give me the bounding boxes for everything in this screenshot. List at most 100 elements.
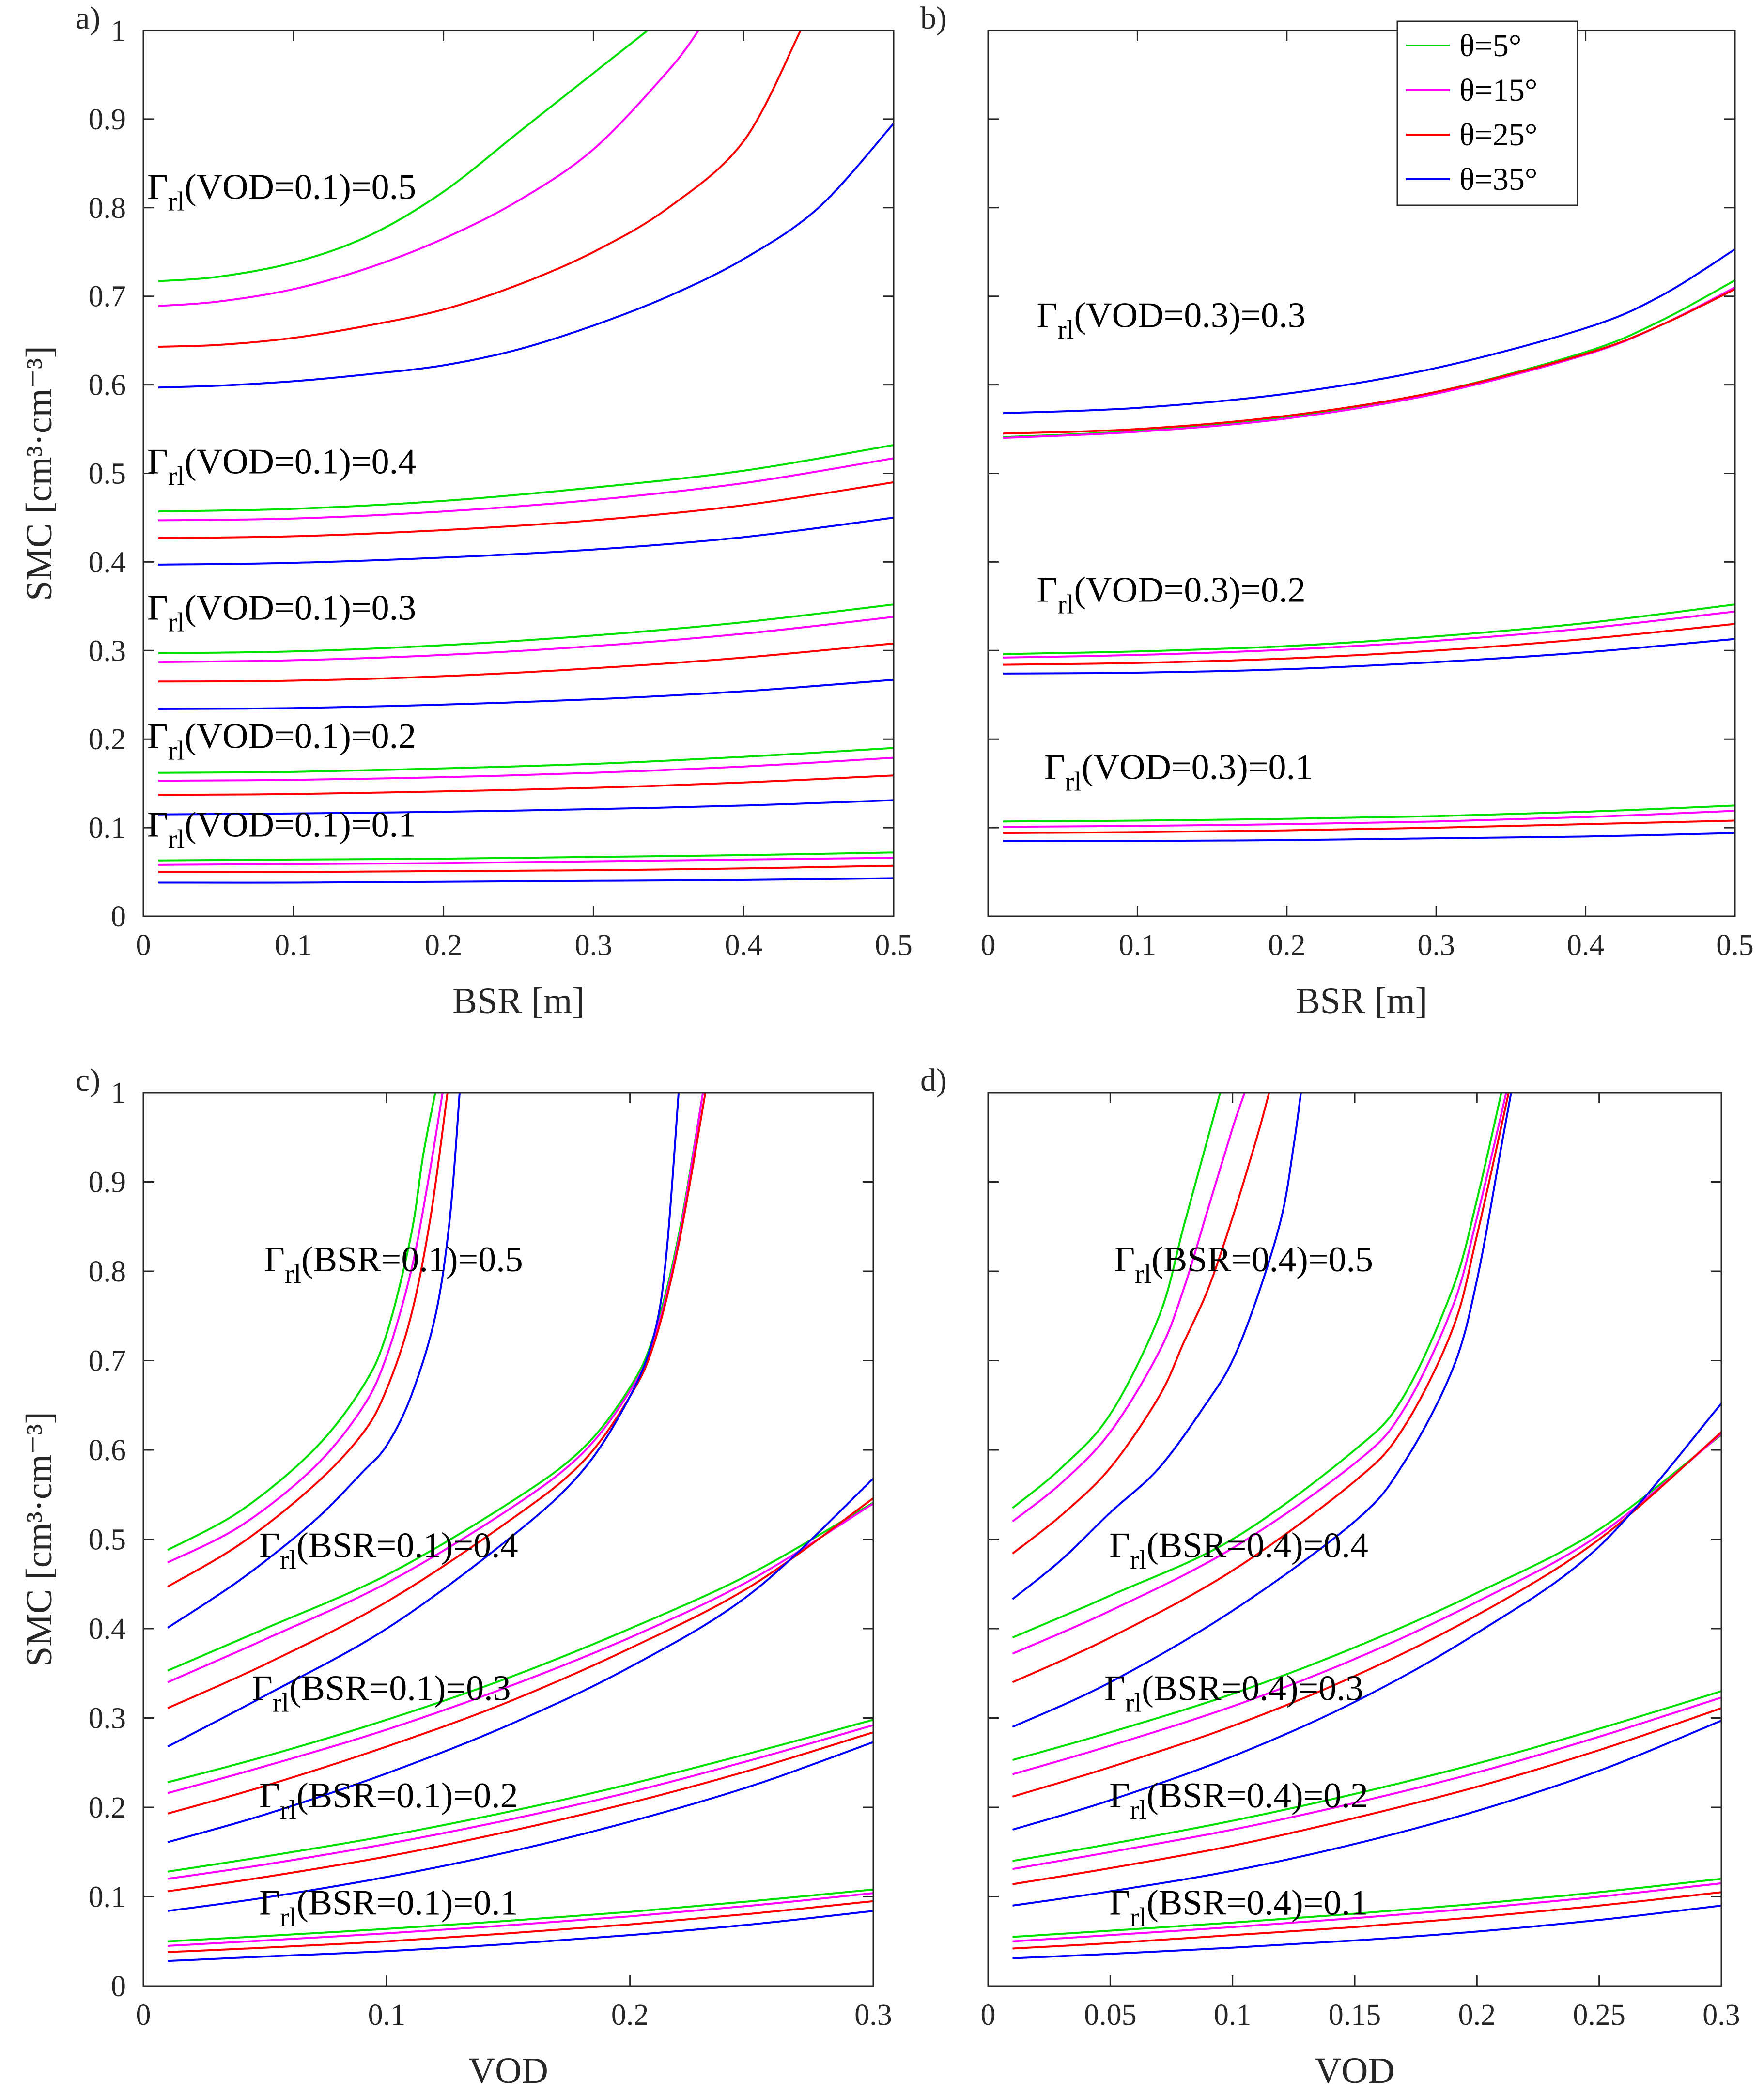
annotation-gamma: Γ	[147, 805, 168, 845]
series-line	[167, 1503, 873, 1794]
annotation-gamma: Γ	[147, 168, 168, 207]
x-tick-label: 0.15	[1329, 1999, 1381, 2032]
x-tick-label: 0	[981, 929, 996, 962]
annotation-gamma: Γ	[1114, 1240, 1135, 1279]
x-tick-label: 0.4	[725, 929, 762, 962]
series-line	[1003, 248, 1735, 415]
series-line	[1012, 1720, 1721, 1907]
x-axis-label: VOD	[468, 2050, 548, 2091]
annotation-subscript: rl	[285, 1259, 301, 1289]
series-line	[158, 799, 894, 816]
annotation-text: (BSR=0.4)=0.2	[1146, 1776, 1368, 1816]
curve-annotation: Γrl(BSR=0.4)=0.5	[1114, 1240, 1373, 1289]
series-line	[167, 1724, 873, 1880]
series-line	[158, 457, 894, 522]
annotation-subscript: rl	[280, 1545, 296, 1575]
curve-annotation: Γrl(BSR=0.1)=0.2	[259, 1776, 518, 1825]
y-tick-label: 0.9	[89, 103, 126, 136]
series-line	[167, 1093, 707, 1710]
panel-1: 0 0.1 0.2 0.3 0.4 0.5 0 0.1 0.2 0.3 0.4 0.5 0.6 0.7 0.…	[19, 0, 913, 1021]
x-tick-label: 0.25	[1573, 1999, 1625, 2032]
series-line	[1003, 832, 1735, 842]
series-line	[168, 1900, 873, 1953]
y-tick-label: 0.4	[89, 1613, 126, 1646]
panel-label: b)	[920, 0, 947, 36]
y-tick-label: 0	[111, 1970, 126, 2003]
curve-annotation: Γrl(BSR=0.4)=0.1	[1109, 1883, 1368, 1932]
y-tick-label: 0.8	[89, 1255, 126, 1288]
series-line	[158, 864, 894, 873]
series-line	[1012, 1434, 1721, 1761]
series-line	[1012, 1431, 1721, 1798]
annotation-subscript: rl	[168, 736, 185, 766]
x-tick-label: 0.2	[611, 1999, 649, 2032]
series-line	[1012, 1402, 1721, 1831]
annotation-gamma: Γ	[259, 1525, 280, 1565]
annotation-text: (BSR=0.1)=0.2	[296, 1776, 518, 1816]
series-line	[158, 678, 894, 710]
series-line	[1012, 1690, 1721, 1862]
curve-annotation: Γrl(BSR=0.1)=0.1	[259, 1883, 518, 1932]
annotation-subscript: rl	[168, 462, 185, 492]
x-tick-label: 0.5	[1716, 929, 1754, 962]
series-line	[1012, 1891, 1721, 1950]
series-line	[1012, 1878, 1721, 1938]
series-group	[1012, 1093, 1721, 1959]
x-tick-label: 0	[136, 929, 151, 962]
series-line	[167, 1093, 449, 1588]
y-tick-label: 1	[111, 15, 126, 47]
series-line	[158, 444, 894, 513]
curve-annotation: Γrl(VOD=0.3)=0.2	[1037, 570, 1306, 620]
annotation-subscript: rl	[1135, 1259, 1151, 1289]
x-tick-label: 0.3	[1702, 1999, 1740, 2032]
annotation-text: (VOD=0.1)=0.5	[185, 168, 416, 207]
series-line	[1012, 1093, 1270, 1555]
series-line	[1003, 603, 1735, 655]
annotation-subscript: rl	[1130, 1545, 1146, 1575]
x-tick-label: 0	[136, 1999, 151, 2032]
series-line	[158, 516, 894, 566]
curve-annotation: Γrl(VOD=0.1)=0.3	[147, 588, 416, 637]
x-tick-label: 0.2	[1458, 1999, 1496, 2032]
series-line	[158, 481, 894, 539]
panel-label: a)	[76, 0, 100, 36]
curve-annotation: Γrl(BSR=0.1)=0.3	[252, 1669, 511, 1718]
y-tick-label: 0.3	[89, 1702, 126, 1735]
curve-annotation: Γrl(BSR=0.4)=0.4	[1109, 1525, 1368, 1575]
series-line	[1003, 819, 1735, 834]
legend-box	[1396, 20, 1578, 206]
annotation-text: (BSR=0.4)=0.5	[1151, 1240, 1373, 1279]
series-line	[167, 1093, 461, 1629]
series-line	[1003, 288, 1735, 435]
series-line	[167, 1093, 436, 1551]
series-line	[167, 1719, 873, 1873]
y-tick-label: 0.5	[89, 458, 126, 491]
y-tick-label: 0.7	[89, 280, 126, 313]
annotation-text: (VOD=0.1)=0.3	[185, 588, 416, 628]
x-axis-label: VOD	[1315, 2050, 1395, 2091]
annotation-gamma: Γ	[1109, 1776, 1130, 1816]
y-tick-label: 0.2	[89, 1791, 126, 1824]
y-tick-label: 0.5	[89, 1524, 126, 1556]
series-line	[1012, 1696, 1721, 1870]
panel-3: 0 0.1 0.2 0.3 0 0.1 0.2 0.3 0.4 0.5 0.6 0.7 0.8 0.9 1 V…	[19, 1063, 892, 2091]
x-tick-label: 0.1	[1214, 1999, 1252, 2032]
panel-label: d)	[920, 1063, 947, 1098]
series-line	[158, 851, 894, 862]
series-line	[158, 31, 699, 307]
x-tick-label: 0.5	[875, 929, 913, 962]
series-line	[1012, 1093, 1507, 1655]
series-line	[1003, 623, 1735, 666]
y-tick-label: 0.7	[89, 1345, 126, 1378]
y-axis-label: SMC [cm³·cm⁻³]	[19, 346, 60, 601]
legend-label: θ=25°	[1459, 117, 1537, 153]
series-line	[158, 123, 894, 389]
series-line	[1012, 1093, 1502, 1639]
series-group	[1003, 248, 1735, 842]
series-line	[158, 603, 894, 654]
x-tick-label: 0.3	[1417, 929, 1455, 962]
annotation-subscript: rl	[1065, 767, 1082, 797]
annotation-subscript: rl	[1057, 590, 1074, 620]
y-tick-label: 0.2	[89, 723, 126, 756]
